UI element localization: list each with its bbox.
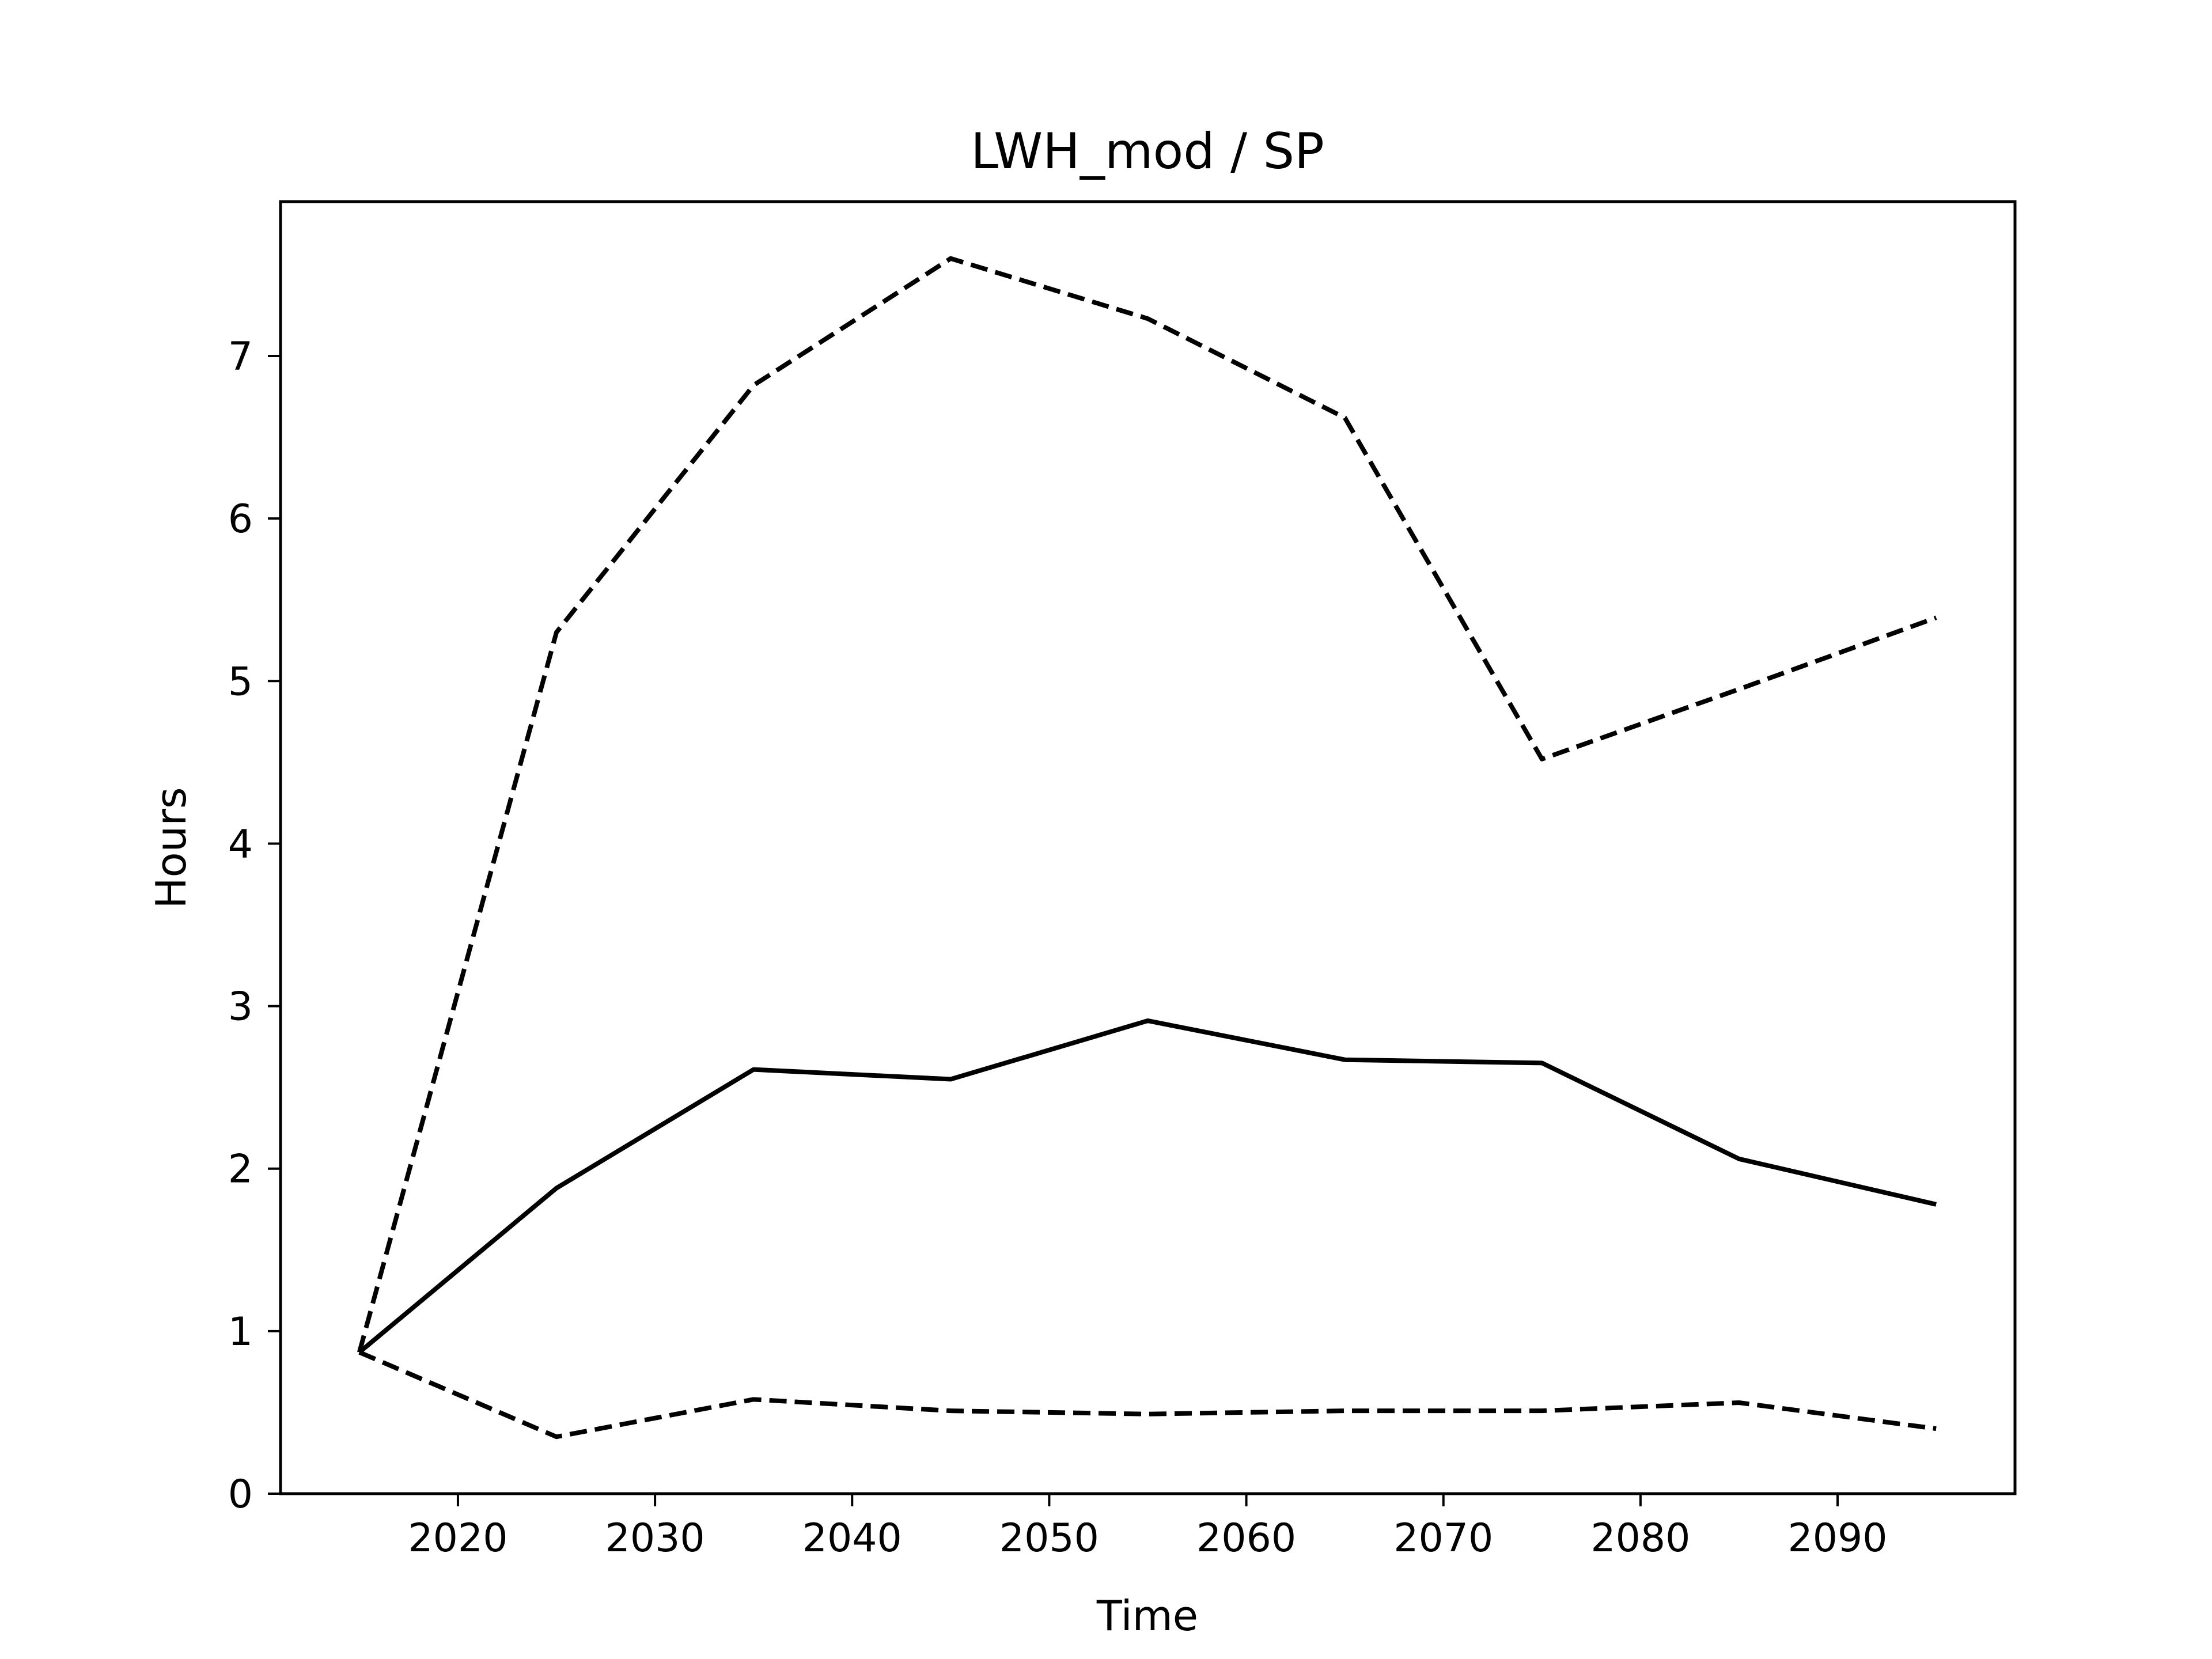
plot-area (357, 256, 1937, 1440)
x-tick-label: 2070 (1393, 1516, 1493, 1561)
y-tick-label: 4 (228, 821, 253, 867)
y-tick-label: 2 (228, 1147, 253, 1192)
x-tick-label: 2080 (1590, 1516, 1690, 1561)
chart-title: LWH_mod / SP (971, 123, 1324, 180)
y-tick-label: 3 (228, 984, 253, 1030)
x-tick-label: 2020 (408, 1516, 507, 1561)
x-tick-label: 2040 (802, 1516, 902, 1561)
x-tick-label: 2050 (999, 1516, 1099, 1561)
y-tick-label: 0 (228, 1472, 253, 1517)
x-tick-label: 2030 (605, 1516, 705, 1561)
y-axis: 0 1 2 3 4 5 6 7 (228, 334, 281, 1517)
plot-frame (279, 200, 2017, 1495)
series-line-1 (357, 256, 1937, 1353)
x-axis-label: Time (1096, 1592, 1198, 1640)
series-line-2 (358, 1018, 1937, 1354)
y-tick-label: 6 (228, 497, 253, 542)
y-axis-label: Hours (147, 787, 195, 909)
x-tick-label: 2090 (1788, 1516, 1888, 1561)
y-tick-label: 7 (228, 334, 253, 380)
series-line-3 (358, 1350, 1937, 1440)
y-tick-label: 1 (228, 1309, 253, 1355)
x-tick-label: 2060 (1196, 1516, 1296, 1561)
y-tick-label: 5 (228, 659, 253, 704)
x-axis: 2020 2030 2040 2050 2060 2070 2080 2090 (408, 1494, 1888, 1561)
